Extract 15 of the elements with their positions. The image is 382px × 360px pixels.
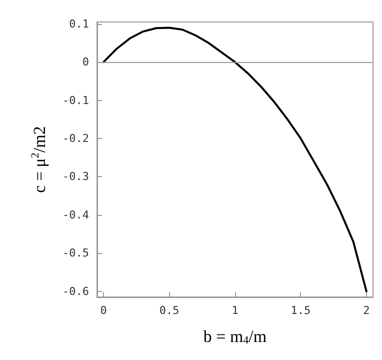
x-tick-label: 1 <box>232 304 238 317</box>
y-tick-label: -0.2 <box>62 132 89 145</box>
y-tick-label: 0 <box>82 56 89 69</box>
x-tick-label: 0.5 <box>159 304 180 317</box>
y-tick-label: -0.3 <box>62 170 89 184</box>
x-tick-label: 1.5 <box>290 304 311 317</box>
y-tick-label: 0.1 <box>69 17 89 30</box>
y-tick-label: -0.5 <box>62 246 89 260</box>
x-tick-label: 2 <box>363 304 370 317</box>
y-tick-label: -0.1 <box>62 94 89 107</box>
y-tick-label: -0.6 <box>62 284 89 298</box>
y-tick-label: -0.4 <box>62 208 90 222</box>
x-tick-label: 0 <box>100 304 107 317</box>
line-series <box>102 26 368 292</box>
y-axis-title: c = μ2/m2 <box>30 126 49 193</box>
